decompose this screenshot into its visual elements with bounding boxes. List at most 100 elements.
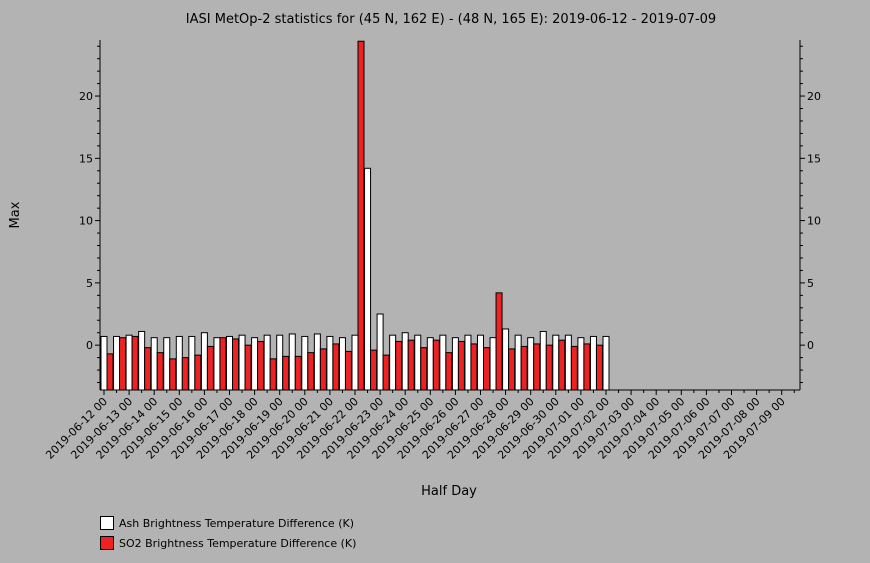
so2-bar — [533, 343, 541, 391]
y-tick-label-left: 15 — [79, 152, 93, 165]
ash-bar — [125, 334, 133, 391]
ash-bar — [313, 333, 321, 391]
so2-bar — [181, 357, 189, 391]
ash-bar — [489, 337, 497, 391]
y-tick-label-left: 0 — [86, 339, 93, 352]
so2-bar — [257, 340, 265, 391]
so2-bar — [282, 355, 290, 391]
legend-swatch-so2 — [100, 536, 114, 550]
ash-bar — [238, 334, 246, 391]
ash-bar — [288, 333, 296, 391]
ash-bar — [376, 313, 384, 391]
ash-bar — [552, 334, 560, 391]
so2-bar — [483, 347, 490, 391]
so2-bar — [407, 339, 415, 391]
y-tick-label-left: 10 — [79, 215, 93, 228]
so2-bar — [570, 345, 578, 391]
y-tick-label-left: 20 — [79, 90, 93, 103]
ash-bar — [439, 334, 447, 391]
ash-bar — [263, 334, 271, 391]
legend-label-so2: SO2 Brightness Temperature Difference (K… — [119, 536, 357, 550]
legend-label-ash: Ash Brightness Temperature Difference (K… — [119, 516, 354, 530]
so2-bar — [595, 344, 603, 391]
so2-bar — [244, 344, 252, 391]
y-tick-label-left: 5 — [86, 277, 93, 290]
ash-bar — [200, 332, 208, 391]
so2-bar — [420, 347, 428, 391]
so2-bar — [457, 340, 465, 391]
y-tick-label-right: 0 — [807, 339, 814, 352]
so2-bar — [294, 355, 302, 391]
ash-bar — [163, 337, 171, 391]
so2-bar — [307, 352, 315, 391]
y-tick-label-right: 10 — [807, 215, 821, 228]
so2-bar — [169, 358, 177, 391]
so2-bar — [156, 352, 164, 391]
ash-bar — [138, 330, 146, 391]
so2-bar — [583, 343, 591, 391]
ash-bar — [464, 334, 472, 391]
ash-bar — [226, 335, 233, 391]
ash-bar — [338, 337, 346, 391]
y-tick-label-right: 15 — [807, 152, 821, 165]
so2-bar — [131, 335, 139, 391]
so2-bar — [520, 345, 528, 391]
x-axis-label: Half Day — [421, 484, 477, 499]
ash-bar — [564, 334, 572, 391]
ash-bar — [451, 337, 459, 391]
ash-bar — [401, 332, 409, 391]
so2-bar — [508, 348, 516, 391]
legend-swatch-ash — [100, 516, 114, 530]
so2-bar — [144, 347, 152, 391]
ash-bar — [113, 335, 121, 391]
so2-bar — [332, 343, 340, 391]
ash-bar — [389, 334, 397, 391]
so2-bar — [106, 353, 114, 391]
ash-bar — [175, 335, 183, 391]
so2-bar — [194, 354, 202, 391]
ash-bar — [188, 335, 196, 391]
so2-bar — [470, 343, 478, 391]
so2-bar — [445, 352, 453, 391]
ash-bar — [150, 337, 158, 391]
so2-bar — [357, 40, 365, 391]
so2-bar — [545, 344, 553, 391]
ash-bar — [539, 330, 547, 391]
ash-bar — [477, 334, 484, 391]
so2-bar — [558, 339, 566, 391]
legend: Ash Brightness Temperature Difference (K… — [100, 513, 356, 553]
ash-bar — [276, 334, 284, 391]
so2-bar — [206, 345, 214, 391]
ash-bar — [414, 334, 422, 391]
so2-bar — [495, 292, 503, 391]
so2-bar — [432, 339, 440, 391]
ash-bar — [502, 328, 510, 391]
so2-bar — [232, 338, 239, 391]
ash-bar — [577, 337, 585, 391]
so2-bar — [269, 358, 277, 391]
y-tick-label-right: 5 — [807, 277, 814, 290]
legend-item-ash: Ash Brightness Temperature Difference (K… — [100, 513, 356, 533]
ash-bar — [351, 334, 359, 391]
ash-bar — [364, 167, 372, 391]
so2-bar — [382, 354, 390, 391]
ash-bar — [514, 334, 522, 391]
so2-bar — [219, 337, 227, 391]
so2-bar — [395, 340, 403, 391]
legend-item-so2: SO2 Brightness Temperature Difference (K… — [100, 533, 356, 553]
ash-bar — [251, 337, 259, 391]
ash-bar — [527, 337, 535, 391]
ash-bar — [426, 337, 434, 391]
so2-bar — [319, 348, 327, 391]
ash-bar — [326, 335, 334, 391]
chart-title: IASI MetOp-2 statistics for (45 N, 162 E… — [186, 12, 716, 27]
y-tick-label-right: 20 — [807, 90, 821, 103]
so2-bar — [370, 349, 378, 391]
so2-bar — [119, 337, 127, 391]
ash-bar — [100, 335, 108, 391]
y-axis-label: Max — [8, 201, 23, 228]
ash-bar — [213, 337, 221, 391]
so2-bar — [344, 350, 352, 391]
